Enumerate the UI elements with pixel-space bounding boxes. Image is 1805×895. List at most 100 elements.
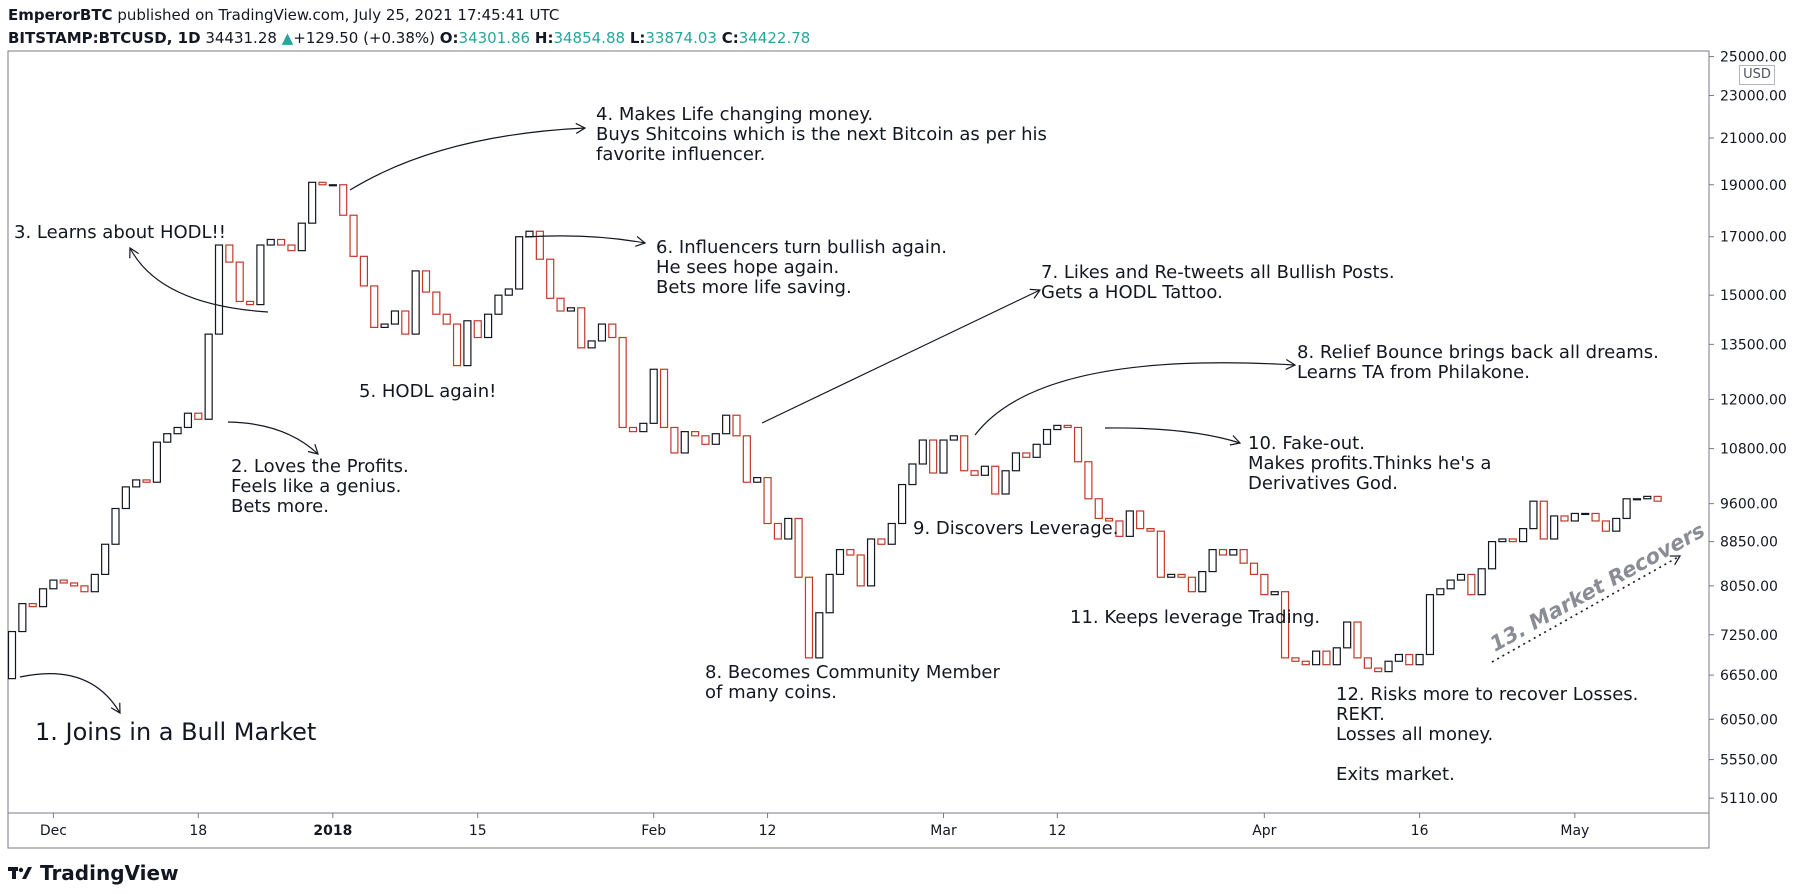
candle-down — [1177, 573, 1186, 578]
candle-up — [132, 479, 141, 488]
candle-down — [732, 414, 741, 437]
annotation-8-relief: 8. Relief Bounce brings back all dreams.… — [1297, 342, 1659, 383]
candle-up — [1498, 538, 1507, 543]
candle-up — [825, 573, 834, 614]
y-tick-label: 25000.00 — [1720, 50, 1787, 66]
candle-down — [142, 479, 151, 483]
y-tick-label: 15000.00 — [1720, 288, 1787, 304]
candle-down — [1601, 520, 1611, 532]
candle-up — [484, 313, 493, 339]
published-text: published on TradingView.com, July 25, 2… — [117, 6, 560, 24]
candle-up — [7, 630, 17, 680]
candle-down — [1094, 498, 1103, 520]
candle-up — [722, 414, 731, 435]
high-value: 34854.88 — [553, 29, 626, 47]
candle-up — [835, 548, 845, 576]
annotation-5: 5. HODL again! — [359, 381, 497, 402]
candle-up — [1529, 500, 1538, 530]
candle-up — [390, 310, 400, 325]
candle-up — [753, 476, 762, 483]
candle-up — [1125, 510, 1134, 537]
currency-badge[interactable]: USD — [1739, 65, 1775, 85]
candle-up — [266, 238, 275, 246]
candle-up — [1436, 588, 1445, 596]
candle-down — [277, 238, 286, 246]
candle-up — [1229, 548, 1238, 556]
candle-up — [1643, 495, 1652, 500]
y-tick-label: 6050.00 — [1720, 712, 1778, 728]
tradingview-brand[interactable]: TradingView — [8, 861, 179, 885]
candle-down — [442, 313, 451, 325]
y-tick-label: 8050.00 — [1720, 579, 1778, 595]
candle-down — [556, 297, 565, 312]
candle-up — [1208, 548, 1217, 573]
open-value: 34301.86 — [458, 29, 531, 47]
candle-down — [1156, 530, 1165, 578]
candle-down — [1187, 576, 1197, 593]
annotation-8-community: 8. Becomes Community Member of many coin… — [705, 662, 1000, 703]
arrow-2 — [227, 421, 319, 455]
candle-down — [318, 181, 327, 186]
candle-up — [49, 579, 58, 590]
candle-down — [929, 439, 938, 474]
arrow-1 — [19, 673, 121, 715]
candle-up — [1198, 570, 1207, 593]
x-tick-label: Feb — [641, 823, 666, 839]
candle-down — [1560, 515, 1569, 522]
candle-down — [339, 184, 348, 216]
candle-up — [815, 612, 824, 659]
candle-down — [773, 522, 783, 540]
price-axis[interactable]: 25000.00 23000.00 21000.00 19000.00 17000.00… — [1709, 50, 1787, 808]
close-value: 34422.78 — [738, 29, 811, 47]
x-tick-label: 2018 — [313, 823, 352, 839]
high-label: H: — [534, 29, 554, 47]
y-tick-label: 17000.00 — [1720, 230, 1787, 246]
publish-info: EmperorBTC published on TradingView.com,… — [8, 6, 559, 24]
candle-up — [1032, 443, 1041, 458]
candle-down — [960, 435, 969, 472]
candle-up — [163, 433, 172, 443]
candle-up — [463, 320, 472, 367]
symbol-label: BITSTAMP:BTCUSD, 1D — [8, 29, 201, 47]
author-name[interactable]: EmperorBTC — [8, 6, 113, 24]
candle-up — [1053, 424, 1062, 431]
candle-up — [173, 426, 182, 435]
time-axis[interactable]: Dec 18 2018 15 Feb 12 Mar 12 Apr 16 May — [40, 813, 1589, 839]
candle-down — [1063, 424, 1072, 429]
candle-down — [1301, 660, 1310, 666]
y-tick-label: 21000.00 — [1720, 131, 1787, 147]
candle-down — [432, 291, 441, 315]
candle-down — [690, 431, 700, 437]
candle-down — [370, 285, 379, 328]
candle-up — [1425, 594, 1435, 656]
candle-up — [1622, 498, 1631, 520]
annotation-12: 12. Risks more to recover Losses. REKT. … — [1336, 684, 1639, 785]
candle-up — [566, 307, 576, 312]
annotation-9: 9. Discovers Leverage. — [913, 518, 1119, 539]
low-value: 33874.03 — [645, 29, 717, 47]
candle-up — [411, 270, 420, 335]
candle-down — [421, 270, 431, 293]
candle-up — [1343, 621, 1352, 649]
x-tick-label: 16 — [1411, 823, 1429, 839]
candle-down — [1291, 657, 1300, 662]
candle-up — [1001, 470, 1010, 495]
candle-down — [991, 465, 1000, 495]
candle-up — [597, 323, 607, 342]
candle-up — [111, 507, 120, 545]
candle-up — [680, 431, 689, 454]
candle-down — [628, 426, 638, 433]
candle-up — [152, 441, 161, 483]
annotation-4: 4. Makes Life changing money. Buys Shitc… — [596, 104, 1047, 165]
candle-up — [1332, 647, 1341, 666]
candle-down — [1249, 562, 1259, 576]
arrow-8 — [974, 358, 1297, 436]
candle-up — [90, 573, 99, 593]
y-tick-label: 5550.00 — [1720, 753, 1778, 769]
candle-up — [101, 543, 110, 576]
candle-down — [1591, 512, 1600, 522]
candle-up — [587, 340, 596, 349]
x-tick-label: Mar — [930, 823, 957, 839]
candle-down — [473, 320, 482, 339]
